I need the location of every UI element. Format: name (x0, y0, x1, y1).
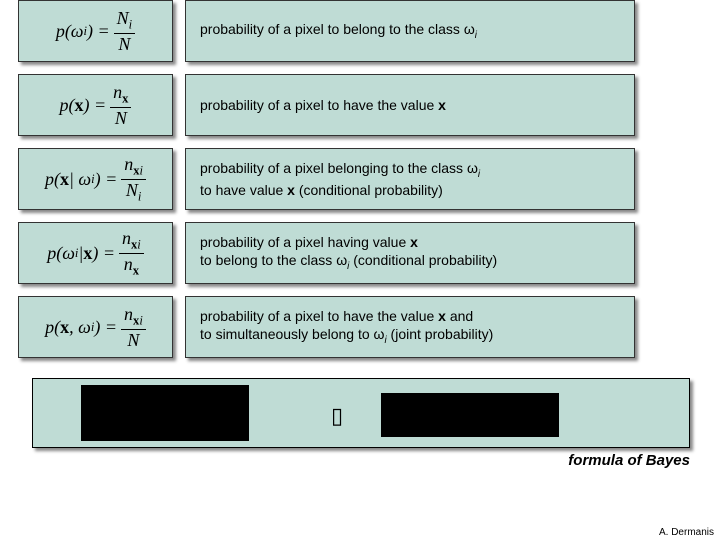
formula-lhs: p(x) = (60, 95, 107, 116)
fraction-denominator: N (124, 330, 142, 350)
description-box-3: probability of a pixel having value xto … (185, 222, 635, 284)
fraction-denominator: N (112, 108, 130, 128)
probability-row-4: p(x, ωi) =nxiNprobability of a pixel to … (18, 296, 720, 358)
description-text: probability of a pixel having value xto … (200, 233, 497, 274)
description-box-1: probability of a pixel to have the value… (185, 74, 635, 136)
description-text: probability of a pixel to have the value… (200, 96, 446, 115)
formula-lhs: p(x | ωi) = (45, 169, 117, 190)
fraction-denominator: nx (121, 254, 142, 278)
probability-row-2: p(x | ωi) =nxiNi probability of a pixel b… (18, 148, 720, 210)
description-box-0: probability of a pixel to belong to the … (185, 0, 635, 62)
description-text: probability of a pixel to have the value… (200, 307, 493, 348)
formula-fraction: NiN (114, 8, 136, 53)
description-text: probability of a pixel to belong to the … (200, 20, 477, 42)
formula-fraction: nxN (110, 82, 131, 127)
fraction-numerator: nxi (121, 304, 146, 329)
formula-box-0: p(ωi) =NiN (18, 0, 173, 62)
probability-row-3: p(ωi | x) =nxinx probability of a pixel h… (18, 222, 720, 284)
description-box-2: probability of a pixel belonging to the … (185, 148, 635, 210)
fraction-denominator: N (115, 34, 133, 54)
formula-box-4: p(x, ωi) =nxiN (18, 296, 173, 358)
redacted-block-right (381, 393, 559, 437)
separator-glyph: ▯ (331, 403, 343, 429)
formula-fraction: nxinx (119, 228, 144, 277)
formula-box-2: p(x | ωi) =nxiNi (18, 148, 173, 210)
description-text: probability of a pixel belonging to the … (200, 159, 480, 200)
author-credit: A. Dermanis (659, 527, 714, 538)
formula-fraction: nxiN (121, 304, 146, 349)
fraction-numerator: nx (110, 82, 131, 107)
bayes-label: formula of Bayes (568, 452, 690, 469)
formula-lhs: p(ωi) = (56, 21, 110, 42)
bayes-box: ▯ (32, 378, 690, 448)
fraction-numerator: Ni (114, 8, 136, 33)
fraction-numerator: nxi (121, 154, 146, 179)
description-box-4: probability of a pixel to have the value… (185, 296, 635, 358)
redacted-block-left (81, 385, 249, 441)
formula-box-3: p(ωi | x) =nxinx (18, 222, 173, 284)
formula-box-1: p(x) =nxN (18, 74, 173, 136)
fraction-numerator: nxi (119, 228, 144, 253)
probability-row-1: p(x) =nxNprobability of a pixel to have … (18, 74, 720, 136)
formula-lhs: p(ωi | x) = (47, 243, 115, 264)
fraction-denominator: Ni (123, 180, 145, 204)
probability-row-0: p(ωi) =NiNprobability of a pixel to belo… (18, 0, 720, 62)
formula-fraction: nxiNi (121, 154, 146, 203)
formula-lhs: p(x, ωi) = (45, 317, 117, 338)
bayes-formula-container: ▯ formula of Bayes (32, 378, 690, 448)
